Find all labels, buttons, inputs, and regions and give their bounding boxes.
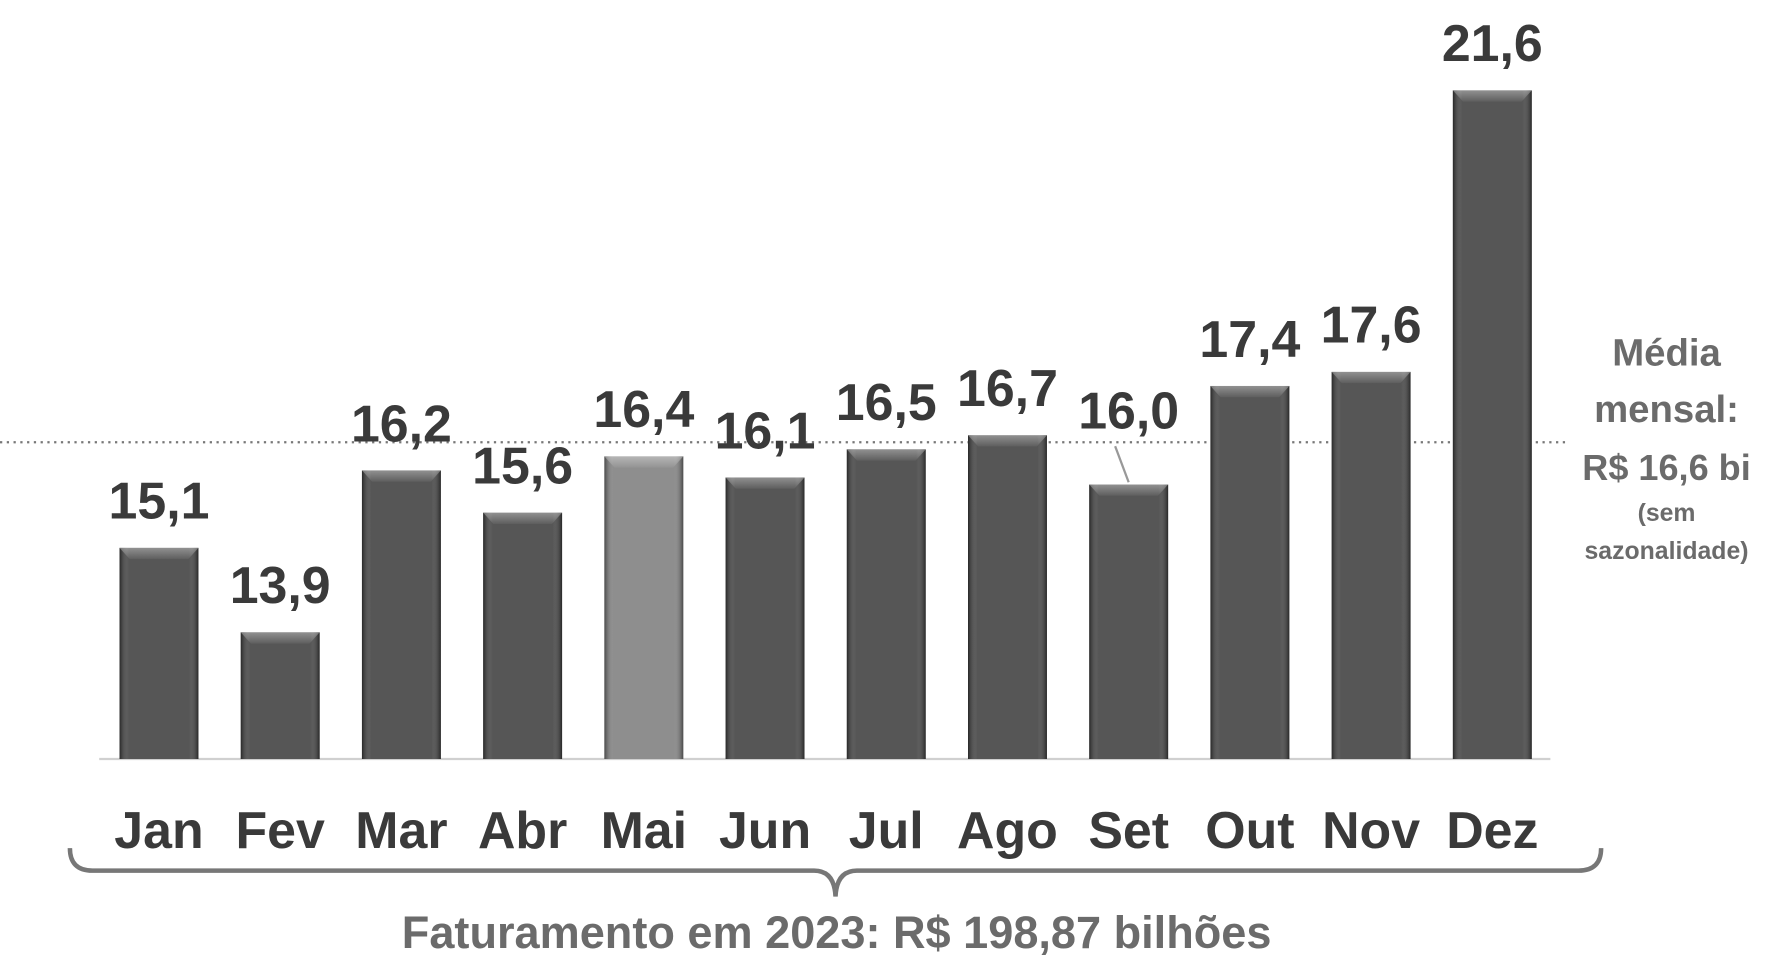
bar-shade: [1452, 90, 1532, 760]
bar-shade: [846, 449, 926, 760]
bar-bevel: [1331, 371, 1411, 384]
value-label: 15,6: [472, 437, 573, 495]
average-label: sazonalidade): [1585, 538, 1749, 565]
average-label: mensal:: [1594, 388, 1739, 431]
bar-bevel: [968, 435, 1047, 447]
bar-bevel: [846, 449, 926, 461]
value-label: 17,4: [1199, 310, 1300, 368]
x-tick-label: Out: [1205, 801, 1294, 859]
bar-bevel: [1452, 90, 1532, 102]
bar-shade: [725, 477, 805, 760]
bar-bevel: [361, 470, 441, 482]
leader-line: [1114, 445, 1130, 483]
bar-shade: [1210, 385, 1290, 760]
average-label: (sem: [1638, 500, 1696, 527]
bar-shade: [361, 470, 441, 760]
x-tick-label: Set: [1088, 801, 1169, 859]
bar-shade: [240, 632, 320, 760]
bar-shade: [1089, 484, 1169, 760]
x-tick-label: Abr: [478, 801, 567, 859]
bar-bevel: [483, 512, 563, 524]
value-label: 16,4: [593, 380, 694, 438]
x-tick-label: Ago: [957, 801, 1058, 859]
bar-shade: [1331, 371, 1411, 760]
x-tick-label: Nov: [1322, 801, 1420, 859]
bar-bevel: [1210, 385, 1290, 398]
bar-shade: [483, 512, 563, 760]
value-label: 16,1: [715, 401, 816, 459]
bar-shade: [604, 456, 684, 760]
value-label: 15,1: [109, 472, 210, 530]
x-tick-label: Jul: [849, 801, 924, 859]
x-tick-label: Dez: [1446, 801, 1538, 859]
bar-shade: [119, 547, 199, 760]
bar-bevel: [725, 477, 805, 489]
bar-bevel: [604, 456, 684, 468]
value-label: 16,2: [351, 394, 452, 452]
value-label: 21,6: [1442, 14, 1543, 72]
bar-bevel: [119, 547, 199, 560]
bar-shade: [968, 435, 1047, 760]
x-tick-label: Mai: [601, 801, 687, 859]
average-label: R$ 16,6 bi: [1582, 447, 1750, 488]
x-tick-label: Jan: [114, 801, 203, 859]
value-label: 17,6: [1321, 296, 1422, 354]
x-tick-label: Mar: [355, 801, 447, 859]
footer: Faturamento em 2023: R$ 198,87 bilhões: [402, 907, 1272, 958]
value-label: 16,5: [836, 373, 937, 431]
value-label: 16,0: [1078, 381, 1179, 439]
brace: [67, 847, 1604, 897]
x-tick-label: Fev: [236, 801, 326, 859]
bar-bevel: [240, 632, 320, 644]
average-label: Média: [1612, 331, 1721, 374]
bar-bevel: [1089, 484, 1169, 496]
value-label: 13,9: [230, 556, 331, 614]
value-label: 16,7: [957, 359, 1058, 417]
x-tick-label: Jun: [719, 801, 811, 859]
